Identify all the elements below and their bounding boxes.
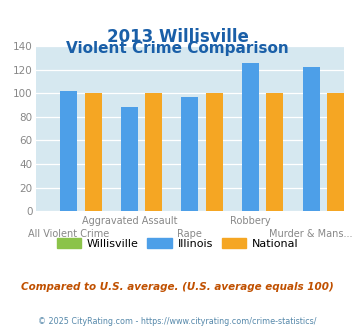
Bar bbox=[84, 93, 102, 211]
Bar bbox=[181, 97, 198, 211]
Text: Aggravated Assault: Aggravated Assault bbox=[82, 216, 177, 226]
Legend: Willisville, Illinois, National: Willisville, Illinois, National bbox=[52, 234, 303, 253]
Bar bbox=[327, 93, 344, 211]
Text: Robbery: Robbery bbox=[230, 216, 271, 226]
Text: All Violent Crime: All Violent Crime bbox=[28, 229, 109, 239]
Text: Rape: Rape bbox=[178, 229, 202, 239]
Text: Murder & Mans...: Murder & Mans... bbox=[269, 229, 353, 239]
Text: 2013 Willisville: 2013 Willisville bbox=[106, 28, 248, 46]
Text: Compared to U.S. average. (U.S. average equals 100): Compared to U.S. average. (U.S. average … bbox=[21, 282, 334, 292]
Bar bbox=[145, 93, 162, 211]
Text: © 2025 CityRating.com - https://www.cityrating.com/crime-statistics/: © 2025 CityRating.com - https://www.city… bbox=[38, 317, 317, 326]
Bar bbox=[302, 67, 320, 211]
Bar bbox=[60, 91, 77, 211]
Bar bbox=[206, 93, 223, 211]
Bar bbox=[121, 108, 138, 211]
Bar bbox=[242, 63, 259, 211]
Bar bbox=[266, 93, 283, 211]
Text: Violent Crime Comparison: Violent Crime Comparison bbox=[66, 41, 289, 56]
